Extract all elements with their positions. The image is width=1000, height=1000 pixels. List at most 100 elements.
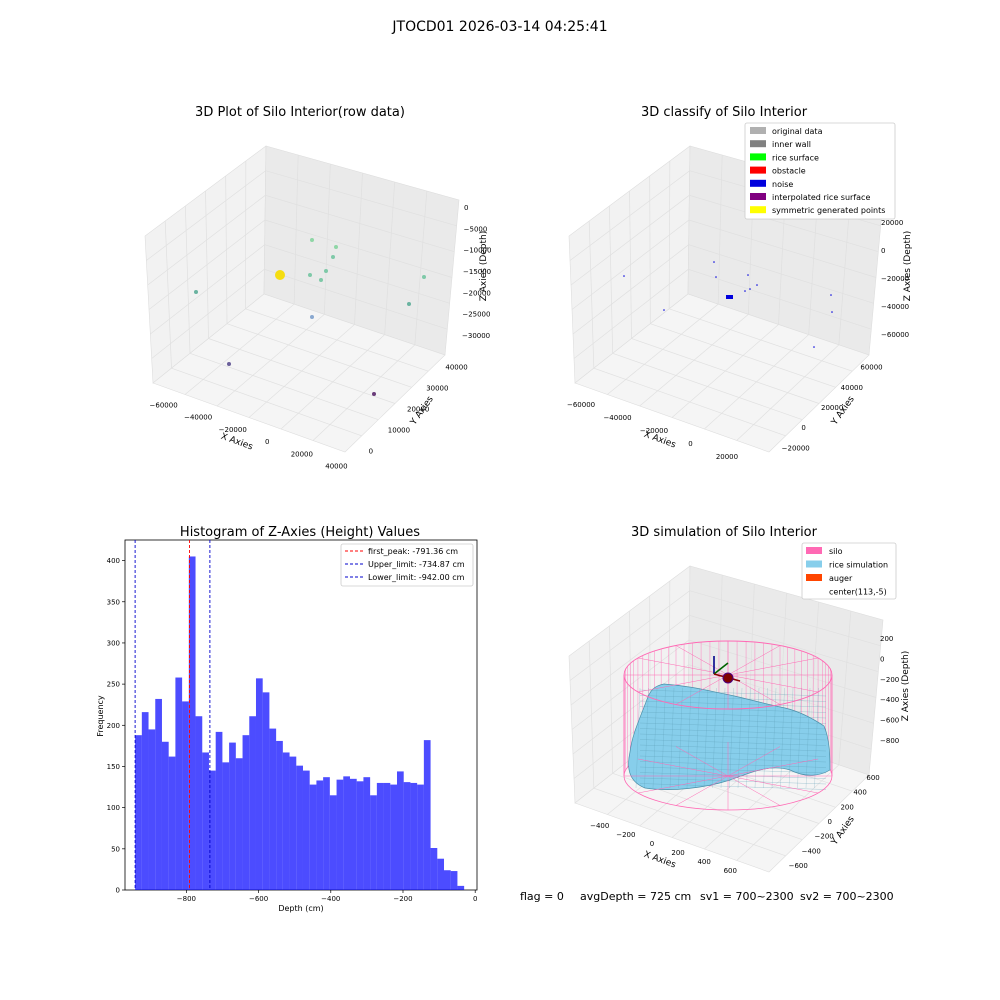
silo-floor-spoke — [727, 775, 819, 794]
raw-data-point — [308, 273, 312, 277]
histogram-bar — [195, 716, 203, 890]
histogram-legend-box — [340, 543, 474, 587]
histogram-bar — [329, 795, 337, 890]
raw-data-point — [194, 290, 198, 294]
classify-noise-point — [830, 294, 832, 296]
histogram-bar — [148, 729, 156, 890]
simulation-x-tick-label: 200 — [671, 849, 684, 857]
histogram-bar — [343, 776, 350, 890]
classify-noise-point — [749, 288, 751, 290]
histogram-legend: first_peak: -791.36 cm Upper_limit: -734.… — [340, 543, 474, 587]
classify-legend-label: rice surface — [772, 153, 819, 162]
raw-y-tick-label: 0 — [369, 447, 373, 455]
classify-legend-swatch — [750, 166, 766, 174]
classify-noise-cluster — [726, 295, 733, 299]
silo-floor-spoke — [727, 775, 781, 806]
simulation-legend-swatch — [806, 560, 822, 568]
sv2-text: sv2 = 700~2300 — [800, 890, 894, 903]
simulation-y-axis-label: Y Axies — [829, 814, 857, 847]
histogram-bar — [188, 556, 196, 890]
status-footer: flag = 0 avgDepth = 725 cm sv1 = 700~230… — [520, 890, 894, 903]
histogram-bar — [302, 770, 310, 890]
sv1-text: sv1 = 700~2300 — [700, 890, 794, 903]
rice-mesh-line — [661, 687, 666, 789]
histogram-y-axis-label: Frequency — [96, 695, 105, 737]
classify-noise-point — [744, 290, 746, 292]
rice-mesh-line — [639, 766, 827, 774]
raw-x-tick-label: −60000 — [150, 401, 178, 409]
simulation-x-tick-label: −200 — [616, 831, 635, 839]
rice-mesh-line — [639, 772, 827, 779]
simulation-y-tick-label: −200 — [815, 833, 834, 841]
histogram-bar — [135, 735, 142, 890]
silo-floor-spoke — [727, 758, 819, 777]
silo-floor-spoke — [727, 746, 781, 777]
silo-roof-spoke — [637, 657, 729, 676]
rice-mesh-line — [639, 711, 827, 719]
histogram-x-tick-label: −400 — [321, 895, 340, 903]
raw-data-point — [310, 238, 314, 242]
classify-noise-point — [715, 276, 717, 278]
histogram-bar — [370, 795, 377, 890]
classify-x-tick-label: −60000 — [567, 401, 595, 409]
rice-mesh-line — [639, 717, 827, 724]
raw-data-plot-title: 3D Plot of Silo Interior(row data) — [195, 105, 405, 120]
histogram-bar — [423, 740, 431, 890]
raw-x-axis-label: X Axies — [219, 432, 254, 453]
histogram-bar — [289, 756, 297, 890]
histogram-bar — [437, 858, 445, 890]
classify-plot-title: 3D classify of Silo Interior — [641, 105, 808, 120]
classify-grid-line — [669, 308, 853, 372]
simulation-grid-line — [838, 610, 852, 765]
auger-center-marker — [722, 672, 734, 684]
rice-mesh-line — [639, 755, 827, 763]
classify-noise-point — [747, 274, 749, 276]
histogram-x-tick-label: −200 — [393, 895, 412, 903]
raw-data-point — [319, 278, 323, 282]
histogram-bar — [363, 777, 371, 890]
raw-x-tick-label: −40000 — [184, 414, 212, 422]
raw-data-point — [407, 302, 411, 306]
rice-mesh-line — [754, 687, 760, 789]
simulation-plot-title: 3D simulation of Silo Interior — [631, 525, 818, 540]
raw-z-tick-label: −20000 — [463, 289, 491, 297]
rice-mesh-line — [639, 733, 827, 741]
histogram-y-tick-label: 50 — [111, 845, 120, 853]
histogram-bar — [182, 701, 189, 890]
rice-mesh-line — [771, 687, 777, 789]
histogram-bar — [235, 758, 243, 890]
classify-noise-point — [713, 261, 715, 263]
histogram-y-tick-label: 300 — [107, 639, 120, 647]
raw-grid-line — [414, 190, 428, 345]
classify-y-tick-label: 60000 — [860, 364, 882, 372]
simulation-y-tick-label: 0 — [828, 818, 832, 826]
depth-histogram: Histogram of Z-Axies (Height) Values −80… — [96, 525, 477, 913]
histogram-bar — [155, 698, 162, 890]
rice-mesh-line — [729, 687, 734, 789]
classify-legend-label: symmetric generated points — [772, 206, 885, 215]
simulation-y-tick-label: −400 — [802, 847, 821, 855]
classify-grid-line — [668, 160, 671, 309]
rice-mesh-line — [678, 687, 683, 789]
classify-noise-point — [831, 311, 833, 313]
histogram-bar — [457, 885, 465, 890]
classify-legend-label: inner wall — [772, 140, 811, 149]
simulation-z-tick-label: −600 — [880, 717, 899, 725]
simulation-legend-swatch — [806, 574, 822, 581]
classify-x-tick-label: 0 — [688, 440, 692, 448]
classify-y-tick-label: −20000 — [782, 444, 810, 452]
rice-mesh-line — [695, 687, 700, 789]
simulation-3d-plot: 3D simulation of Silo Interior −400 −200 0… — [568, 525, 911, 875]
silo-roof-spoke — [675, 674, 729, 705]
raw-z-tick-label: −5000 — [464, 225, 488, 233]
classify-legend-swatch — [750, 206, 766, 214]
histogram-x-tick-label: 0 — [473, 895, 477, 903]
histogram-bar — [229, 742, 236, 890]
raw-grid-line — [146, 170, 457, 261]
simulation-legend: silo rice simulation auger center(113,-5) — [801, 542, 897, 600]
simulation-x-tick-label: 400 — [697, 858, 710, 866]
raw-z-axis-label: Z Axies (Depth) — [479, 231, 489, 302]
raw-data-point — [310, 315, 314, 319]
classify-x-tick-label: −20000 — [640, 427, 668, 435]
